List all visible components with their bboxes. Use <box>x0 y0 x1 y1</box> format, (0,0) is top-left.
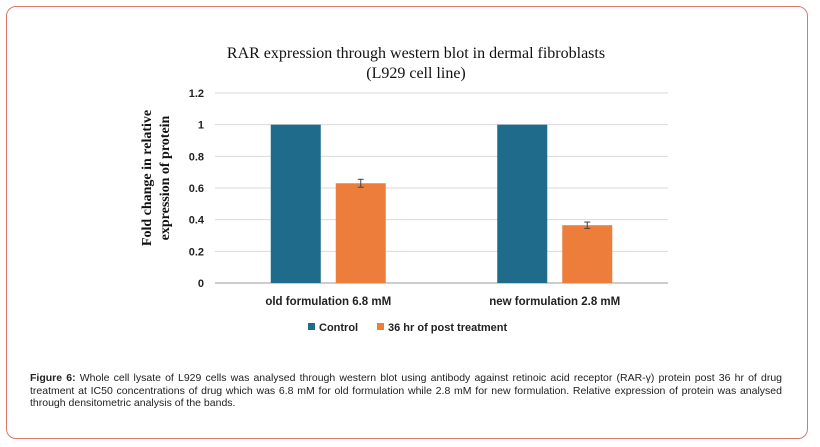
caption-text: Whole cell lysate of L929 cells was anal… <box>30 372 783 409</box>
y-tick-labels: 0 0.2 0.4 0.6 0.8 1 1.2 <box>189 88 205 290</box>
caption-label: Figure 6: <box>30 372 76 384</box>
x-tick-labels: old formulation 6.8 mM new formulation 2.… <box>265 296 620 308</box>
legend-label-post-treatment: 36 hr of post treatment <box>388 322 508 334</box>
y-axis-label-line2: expression of protein <box>158 115 173 240</box>
figure-caption: Figure 6: Whole cell lysate of L929 cell… <box>30 372 782 410</box>
bar-control-0 <box>270 124 321 284</box>
bar-36-hr-of-post-treatment-0 <box>335 183 386 283</box>
x-tick-label: new formulation 2.8 mM <box>489 296 620 308</box>
y-axis-label-line1: Fold change in relative <box>140 110 155 246</box>
y-tick-label: 0 <box>198 278 204 290</box>
bar-control-1 <box>497 124 548 284</box>
legend-swatch-post-treatment <box>377 323 384 330</box>
legend: Control 36 hr of post treatment <box>308 322 508 334</box>
y-tick-label: 1.2 <box>189 88 204 100</box>
y-tick-label: 0.2 <box>189 246 204 258</box>
y-tick-label: 0.6 <box>189 183 204 195</box>
x-tick-label: old formulation 6.8 mM <box>265 296 391 308</box>
y-tick-label: 1 <box>198 120 204 132</box>
bars <box>270 124 613 284</box>
y-tick-label: 0.8 <box>189 151 204 163</box>
chart-title-line1: RAR expression through western blot in d… <box>227 45 605 62</box>
bar-36-hr-of-post-treatment-1 <box>562 225 613 283</box>
figure-frame <box>6 6 808 439</box>
chart-title-line2: (L929 cell line) <box>366 65 466 82</box>
y-tick-label: 0.4 <box>189 215 205 227</box>
legend-swatch-control <box>308 323 315 330</box>
legend-label-control: Control <box>319 322 358 334</box>
